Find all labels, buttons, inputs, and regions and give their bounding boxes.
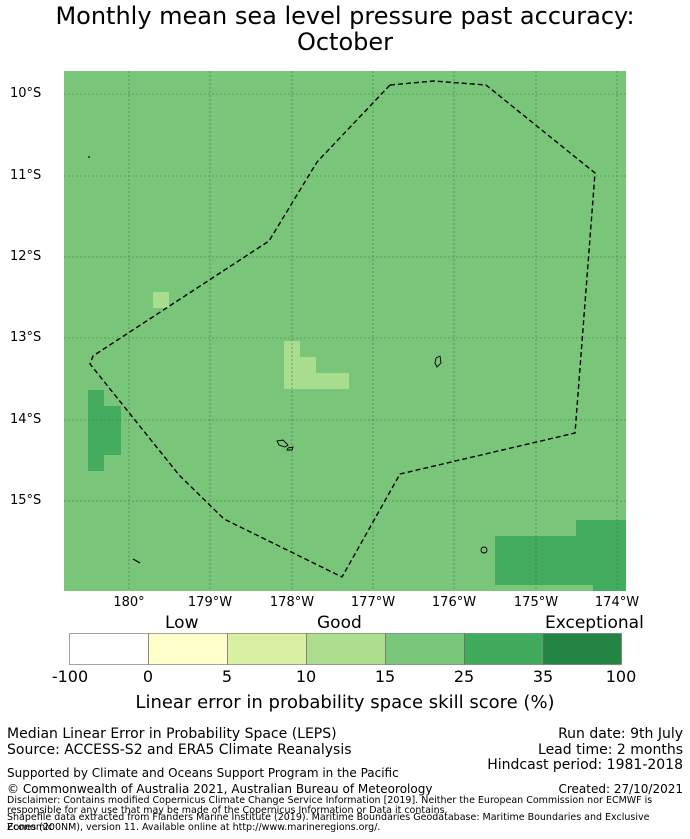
skill-region-dark-southeast — [495, 520, 626, 591]
eez-boundary — [89, 80, 596, 578]
colorbar-tick-5: 5 — [221, 667, 233, 686]
colorbar-tick-10: 10 — [295, 667, 317, 686]
island-north-west — [88, 156, 90, 158]
colorbar-segment-7 — [543, 633, 622, 665]
disclaimer-line2: responsible for any use that may be made… — [7, 805, 448, 816]
colorbar-segment-3 — [227, 633, 307, 665]
info-hindcast: Hindcast period: 1981-2018 — [487, 757, 683, 773]
lat-label-10s: 10°S — [10, 86, 42, 101]
info-lead-time: Lead time: 2 months — [538, 742, 683, 758]
colorbar — [69, 633, 622, 665]
disclaimer-line3: Shapefile data extracted from Flanders M… — [7, 812, 650, 833]
lon-label-177w: 177°W — [350, 595, 396, 610]
colorbar-segment-1 — [69, 633, 149, 665]
lat-label-15s: 15°S — [10, 493, 42, 508]
colorbar-category-exceptional: Exceptional — [545, 613, 644, 633]
info-supported: Supported by Climate and Oceans Support … — [7, 766, 399, 780]
colorbar-title: Linear error in probability space skill … — [135, 692, 555, 713]
colorbar-category-good: Good — [317, 613, 362, 633]
chart-title-line2: October — [296, 28, 394, 56]
lon-label-179w: 179°W — [187, 595, 233, 610]
map-area — [64, 71, 626, 591]
lon-label-178w: 178°W — [269, 595, 315, 610]
disclaimer-line4: Zones (200NM), version 11. Available onl… — [7, 822, 381, 833]
colorbar-tick-minus100: -100 — [51, 667, 89, 686]
lon-label-180: 180° — [113, 595, 145, 610]
island-central — [276, 439, 294, 451]
map-background — [64, 71, 626, 591]
disclaimer-line1: Disclaimer: Contains modified Copernicus… — [7, 795, 653, 806]
colorbar-tick-100: 100 — [605, 667, 637, 686]
lon-label-176w: 176°W — [431, 595, 477, 610]
skill-region-dark-west — [88, 390, 121, 471]
colorbar-segment-4 — [306, 633, 386, 665]
island-south-east — [480, 546, 488, 554]
colorbar-segment-5 — [385, 633, 465, 665]
info-method: Median Linear Error in Probability Space… — [7, 726, 337, 742]
skill-region-light — [284, 341, 349, 389]
info-created: Created: 27/10/2021 — [558, 782, 683, 796]
colorbar-category-low: Low — [165, 613, 199, 633]
chart-title-line1: Monthly mean sea level pressure past acc… — [55, 2, 635, 30]
skill-cell-light — [153, 292, 169, 308]
colorbar-tick-25: 25 — [453, 667, 475, 686]
colorbar-tick-35: 35 — [532, 667, 554, 686]
info-source: Source: ACCESS-S2 and ERA5 Climate Reana… — [7, 742, 352, 758]
info-copyright: © Commonwealth of Australia 2021, Austra… — [7, 782, 433, 796]
colorbar-segment-2 — [148, 633, 228, 665]
colorbar-tick-0: 0 — [142, 667, 154, 686]
lat-label-13s: 13°S — [10, 330, 42, 345]
lon-label-175w: 175°W — [513, 595, 559, 610]
colorbar-segment-6 — [464, 633, 544, 665]
island-north-east — [434, 355, 442, 368]
island-south-west — [132, 558, 141, 564]
colorbar-tick-15: 15 — [374, 667, 396, 686]
lon-label-174w: 174°W — [594, 595, 640, 610]
lat-label-11s: 11°S — [10, 168, 42, 183]
lat-label-12s: 12°S — [10, 249, 42, 264]
info-run-date: Run date: 9th July — [558, 726, 683, 742]
lat-label-14s: 14°S — [10, 412, 42, 427]
